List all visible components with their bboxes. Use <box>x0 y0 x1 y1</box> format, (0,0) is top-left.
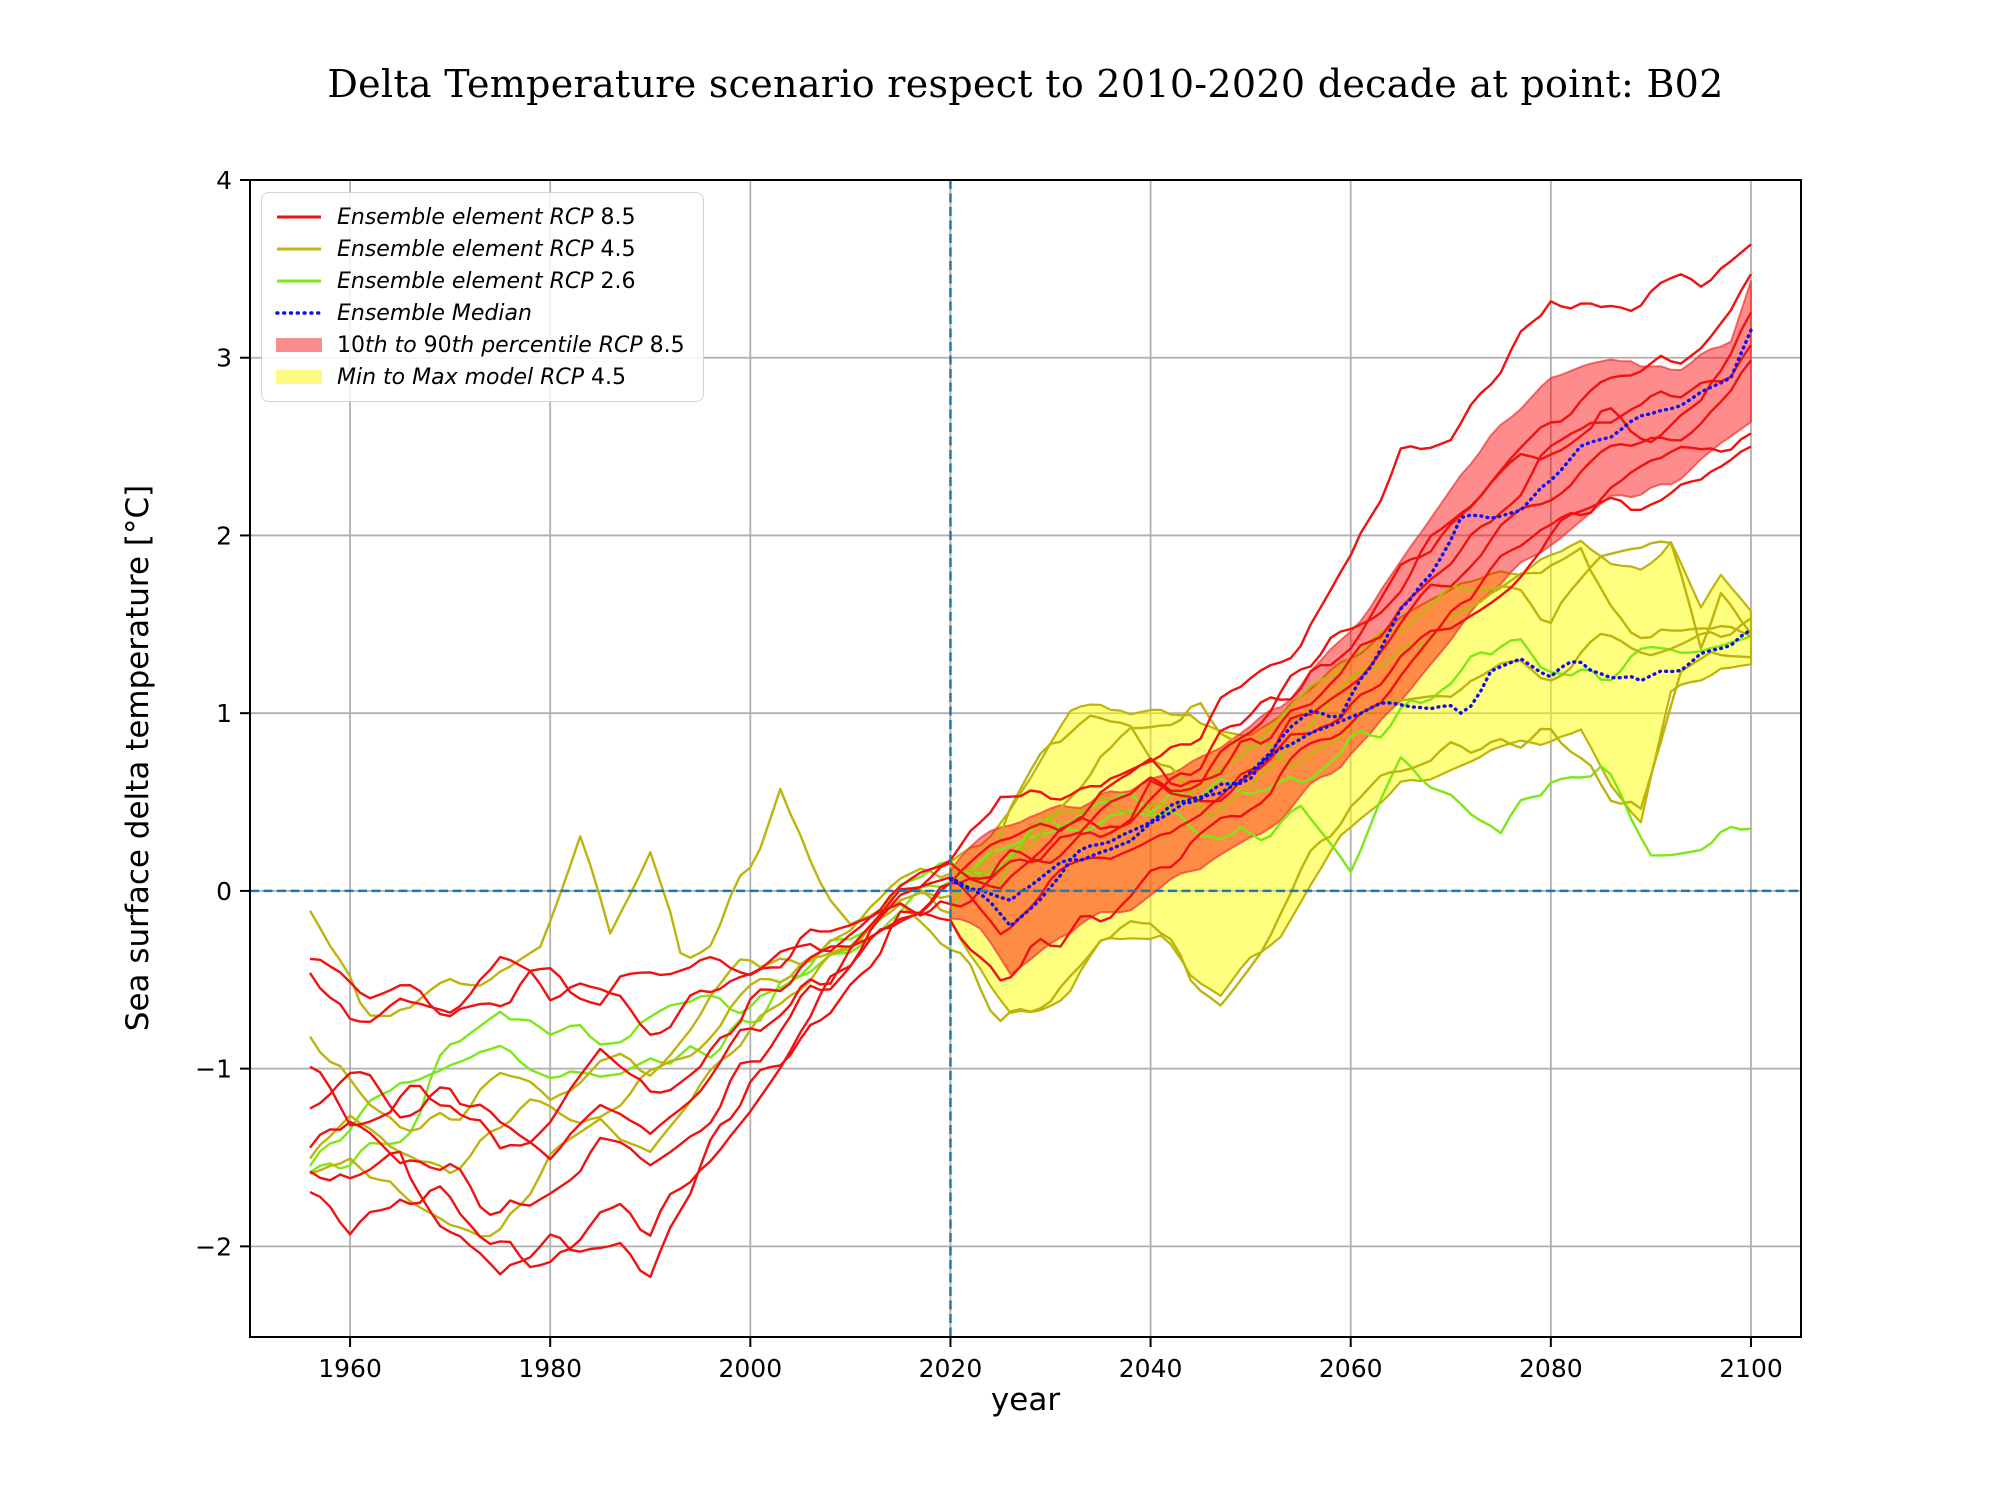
rcp26-member-2 <box>309 635 1752 1174</box>
rcp85-member-2 <box>309 273 1753 1018</box>
legend-item-2: Ensemble element RCP 2.6 <box>275 268 685 294</box>
ensemble-median-rcp85 <box>948 328 1753 903</box>
reference-lines <box>250 180 1801 1337</box>
x-axis-label: year <box>990 1382 1061 1418</box>
legend-key-line-icon <box>277 247 321 251</box>
rcp45-member-1 <box>308 546 1752 1018</box>
x-tick-label-2000: 2000 <box>719 1354 783 1383</box>
legend-label: Ensemble Median <box>337 300 532 326</box>
x-tick-labels: 1960 1980 2000 2020 2040 2060 2080 2100 <box>318 1354 1783 1383</box>
legend-item-0: Ensemble element RCP 8.5 <box>275 204 685 230</box>
x-ticks <box>349 1337 1752 1347</box>
legend-key-patch-icon <box>276 370 322 384</box>
rcp85-member-3 <box>309 432 1752 1279</box>
rcp45-member-2 <box>309 650 1752 1238</box>
y-tick-label--2: −2 <box>195 1232 232 1261</box>
x-tick-label-2080: 2080 <box>1519 1354 1583 1383</box>
chart-title: Delta Temperature scenario respect to 20… <box>327 62 1724 106</box>
rcp85-member-4 <box>309 311 1753 1150</box>
x-tick-label-2020: 2020 <box>919 1354 983 1383</box>
y-ticks <box>240 179 250 1248</box>
x-tick-label-2040: 2040 <box>1119 1354 1183 1383</box>
y-tick-label-2: 2 <box>216 521 232 550</box>
rcp26-member-1 <box>309 756 1752 1167</box>
legend-label: 10th to 90th percentile RCP 8.5 <box>337 332 685 358</box>
legend-item-1: Ensemble element RCP 4.5 <box>275 236 685 262</box>
legend-key-patch-icon <box>276 338 322 352</box>
legend-item-3: Ensemble Median <box>275 300 685 326</box>
legend-item-5: Min to Max model RCP 4.5 <box>275 364 685 390</box>
rcp85-member-1 <box>308 243 1752 1036</box>
legend-key-dotted-icon <box>275 311 323 315</box>
rcp85-member-6 <box>309 445 1752 1269</box>
y-tick-label-3: 3 <box>216 344 232 373</box>
legend-box: Ensemble element RCP 8.5 Ensemble element… <box>261 192 704 402</box>
x-tick-label-2060: 2060 <box>1319 1354 1383 1383</box>
x-tick-label-2100: 2100 <box>1719 1354 1783 1383</box>
legend-label: Min to Max model RCP 4.5 <box>337 364 626 390</box>
ensemble-median-rcp45 <box>948 628 1753 929</box>
axes-frame <box>249 179 1802 1338</box>
legend-label: Ensemble element RCP 4.5 <box>337 236 636 262</box>
plot-content <box>308 243 1753 1279</box>
y-tick-label-1: 1 <box>216 699 232 728</box>
x-tick-label-1960: 1960 <box>318 1354 382 1383</box>
legend-label: Ensemble element RCP 2.6 <box>337 268 636 294</box>
y-tick-label-0: 0 <box>216 877 232 906</box>
y-tick-labels: −2 −1 0 1 2 3 4 <box>195 166 232 1261</box>
y-axis-label: Sea surface delta temperature [°C] <box>120 484 156 1032</box>
legend-key-line-icon <box>277 215 321 219</box>
x-tick-label-1980: 1980 <box>518 1354 582 1383</box>
rcp85-member-7 <box>309 344 1752 1161</box>
y-tick-label--1: −1 <box>195 1055 232 1084</box>
legend-key-line-icon <box>277 279 321 283</box>
legend-label: Ensemble element RCP 8.5 <box>337 204 636 230</box>
legend-item-4: 10th to 90th percentile RCP 8.5 <box>275 332 685 358</box>
y-tick-label-4: 4 <box>216 166 232 195</box>
